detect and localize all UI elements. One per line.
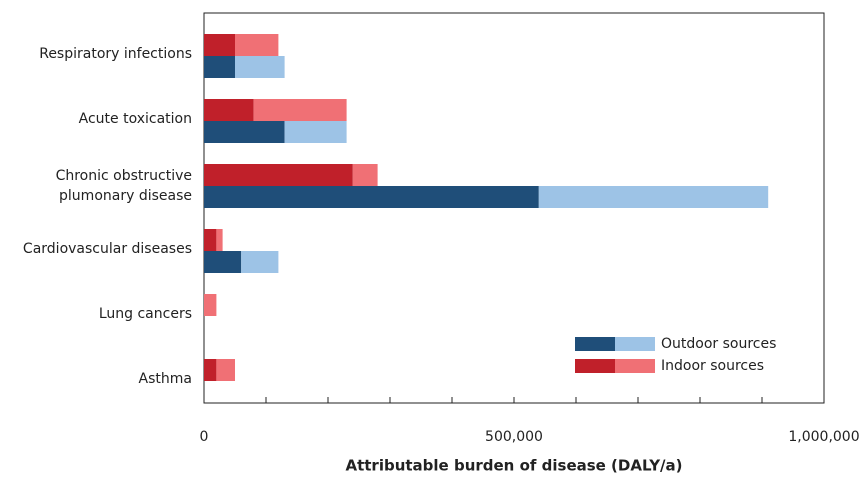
legend-label: Indoor sources [661,358,764,374]
legend-label: Outdoor sources [661,336,776,352]
legend-swatch [575,337,615,351]
bar-segment [204,99,254,121]
bar-segment [204,251,242,273]
legend-swatch [575,359,615,373]
bar-segment [204,186,539,208]
bar-segment [204,121,285,143]
bar-segment [204,56,235,78]
y-tick-label: plumonary disease [59,188,192,204]
y-tick-label: Chronic obstructive [56,168,192,184]
bar-segment [241,251,279,273]
bar-segment [235,34,279,56]
legend-swatch [615,337,655,351]
x-tick-label: 0 [200,429,209,445]
bar-segment [204,34,235,56]
y-tick-label: Cardiovascular diseases [23,241,192,257]
bar-segment [352,164,378,186]
y-tick-label: Acute toxication [79,111,192,127]
legend-swatch [615,359,655,373]
x-axis-label: Attributable burden of disease (DALY/a) [345,457,682,475]
y-tick-label: Lung cancers [99,306,192,322]
bar-segment [204,294,217,316]
y-tick-label: Respiratory infections [39,46,192,62]
bar-segment [204,164,353,186]
x-tick-label: 500,000 [485,429,543,445]
bar-segment [284,121,347,143]
bar-segment [253,99,347,121]
bar-segment [216,229,223,251]
bar-segment [216,359,235,381]
bar-segment [204,229,217,251]
bar-segment [204,359,217,381]
x-tick-label: 1,000,000 [788,429,859,445]
y-tick-label: Asthma [139,371,192,387]
bar-segment [235,56,285,78]
bar-segment [538,186,769,208]
